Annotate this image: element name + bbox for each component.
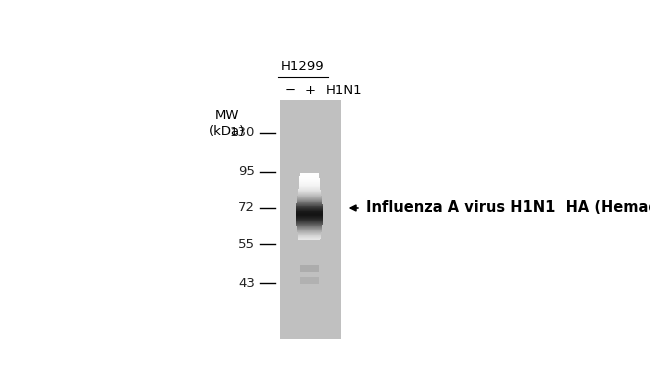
Bar xyxy=(299,182,320,183)
Bar xyxy=(296,207,323,208)
Bar xyxy=(280,100,341,339)
Text: Influenza A virus H1N1  HA (Hemagglutinin): Influenza A virus H1N1 HA (Hemagglutinin… xyxy=(366,201,650,215)
Bar xyxy=(296,211,323,212)
Text: −: − xyxy=(285,84,296,97)
Bar xyxy=(296,226,322,227)
Bar xyxy=(297,230,322,231)
Bar xyxy=(300,277,319,283)
Bar xyxy=(296,221,323,222)
Bar xyxy=(296,224,322,226)
Bar xyxy=(296,224,322,225)
Text: H1N1: H1N1 xyxy=(326,84,362,97)
Bar xyxy=(299,180,320,181)
Bar xyxy=(297,199,322,200)
Text: 95: 95 xyxy=(238,165,255,178)
Bar xyxy=(296,206,323,207)
Bar xyxy=(296,223,322,224)
Bar xyxy=(299,181,320,182)
Bar xyxy=(297,229,322,230)
Bar xyxy=(298,239,320,240)
Bar xyxy=(299,179,320,180)
Bar xyxy=(296,222,323,223)
Bar xyxy=(296,204,322,205)
Bar xyxy=(300,175,319,176)
Bar xyxy=(297,197,322,198)
Bar xyxy=(298,196,321,197)
Bar xyxy=(296,215,323,217)
Bar xyxy=(296,209,323,210)
Bar xyxy=(300,265,319,271)
Bar xyxy=(299,181,320,183)
Bar xyxy=(298,192,321,193)
Bar xyxy=(296,218,323,219)
Bar xyxy=(300,178,320,179)
Bar xyxy=(298,190,320,191)
Bar xyxy=(298,232,321,233)
Bar xyxy=(299,183,320,184)
Bar xyxy=(298,193,321,194)
Bar xyxy=(299,185,320,186)
Bar xyxy=(298,234,321,235)
Bar xyxy=(298,238,320,239)
Bar xyxy=(296,212,323,213)
Bar xyxy=(296,210,323,211)
Bar xyxy=(298,194,321,195)
Bar xyxy=(298,187,320,188)
Bar xyxy=(296,225,322,226)
Text: H1299: H1299 xyxy=(281,59,325,72)
Bar xyxy=(296,217,323,218)
Bar xyxy=(298,235,321,236)
Bar xyxy=(296,220,323,221)
Bar xyxy=(299,186,320,187)
Bar xyxy=(298,190,320,192)
Bar xyxy=(300,176,319,178)
Text: MW
(kDa): MW (kDa) xyxy=(209,109,246,138)
Bar xyxy=(296,219,323,220)
Bar xyxy=(298,195,321,196)
Bar xyxy=(298,237,320,238)
Bar xyxy=(296,208,323,209)
Bar xyxy=(300,176,319,177)
Bar xyxy=(296,213,323,214)
Text: 55: 55 xyxy=(238,238,255,251)
Bar xyxy=(296,210,323,212)
Text: 72: 72 xyxy=(238,201,255,215)
Text: 43: 43 xyxy=(238,277,255,290)
Bar xyxy=(297,230,322,231)
Bar xyxy=(298,196,322,197)
Bar xyxy=(298,236,321,237)
Bar xyxy=(297,228,322,229)
Bar xyxy=(298,188,320,189)
Bar xyxy=(299,184,320,185)
Bar xyxy=(296,202,322,203)
Bar xyxy=(298,231,322,232)
Bar xyxy=(300,174,319,175)
Bar xyxy=(297,198,322,199)
Bar xyxy=(296,201,322,203)
Text: +: + xyxy=(305,84,316,97)
Bar xyxy=(300,173,319,174)
Text: 130: 130 xyxy=(229,126,255,139)
Bar xyxy=(297,200,322,201)
Bar xyxy=(296,204,322,206)
Bar xyxy=(296,203,322,204)
Bar xyxy=(296,216,323,217)
Bar xyxy=(296,214,323,215)
Bar xyxy=(298,189,320,190)
Bar xyxy=(297,227,322,228)
Bar xyxy=(298,233,321,234)
